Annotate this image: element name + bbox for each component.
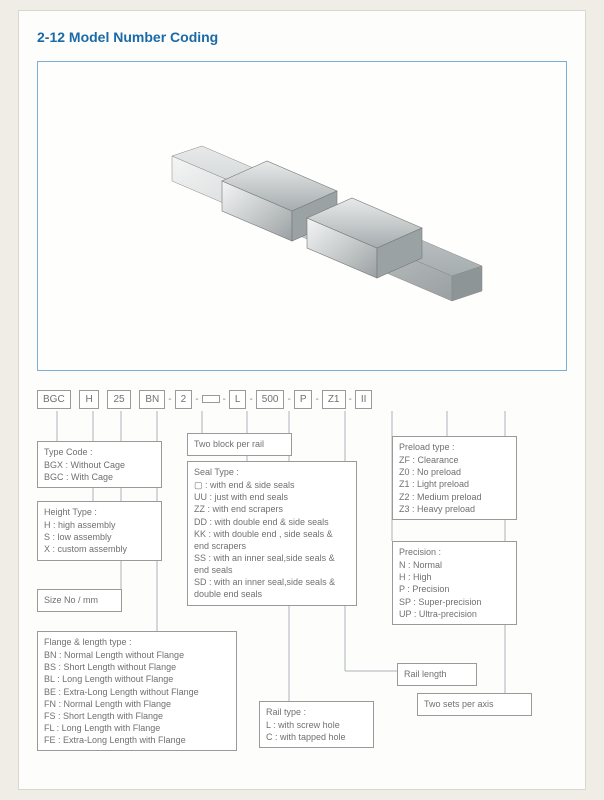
two-block-box: Two block per rail [187,433,292,456]
dash: - [312,394,321,405]
code-h: H [79,390,98,409]
code-blank [202,395,220,403]
code-l: L [229,390,247,409]
seal-type-box: Seal Type : ▢ : with end & side seals UU… [187,461,357,606]
two-sets-box: Two sets per axis [417,693,532,716]
rail-length-box: Rail length [397,663,477,686]
dash: - [284,394,293,405]
product-image-frame [37,61,567,371]
dash: - [346,394,355,405]
type-code-box: Type Code : BGX : Without Cage BGC : Wit… [37,441,162,488]
model-code-row: BGC H 25 BN - 2 - - L - 500 - P - Z1 - I… [37,387,567,411]
dash: - [165,394,174,405]
dash: - [220,394,229,405]
flange-length-box: Flange & length type : BN : Normal Lengt… [37,631,237,751]
page: 2-12 Model Number Coding [18,10,586,790]
page-title: 2-12 Model Number Coding [37,29,218,45]
code-ii: II [355,390,373,409]
preload-box: Preload type : ZF : Clearance Z0 : No pr… [392,436,517,520]
code-2: 2 [175,390,193,409]
code-500: 500 [256,390,285,409]
connector-area: Type Code : BGX : Without Cage BGC : Wit… [37,411,567,781]
size-no-box: Size No / mm [37,589,122,612]
code-bn: BN [139,390,165,409]
rail-type-box: Rail type : L : with screw hole C : with… [259,701,374,748]
code-bgc: BGC [37,390,71,409]
height-type-box: Height Type : H : high assembly S : low … [37,501,162,561]
dash: - [246,394,255,405]
dash: - [192,394,201,405]
code-p: P [294,390,313,409]
linear-rail-illustration [112,106,492,326]
code-z1: Z1 [322,390,346,409]
precision-box: Precision : N : Normal H : High P : Prec… [392,541,517,625]
code-25: 25 [107,390,130,409]
